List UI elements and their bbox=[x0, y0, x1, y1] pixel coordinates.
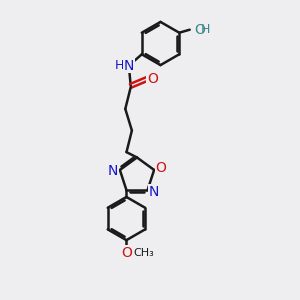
Text: N: N bbox=[108, 164, 119, 178]
Text: O: O bbox=[147, 72, 158, 86]
Text: O: O bbox=[194, 23, 205, 37]
Text: CH₃: CH₃ bbox=[133, 248, 154, 258]
Text: N: N bbox=[149, 184, 159, 199]
Text: O: O bbox=[155, 161, 166, 176]
Text: H: H bbox=[115, 59, 124, 72]
Text: O: O bbox=[121, 246, 132, 260]
Text: N: N bbox=[124, 59, 134, 73]
Text: H: H bbox=[201, 23, 210, 36]
